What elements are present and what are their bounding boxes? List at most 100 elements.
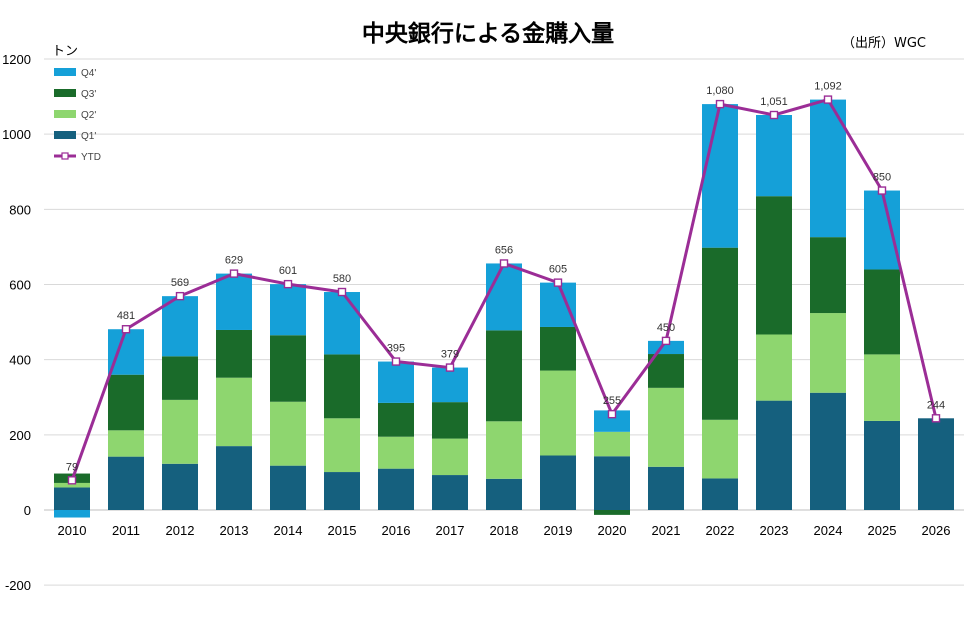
bar-q1-2012 — [162, 463, 198, 510]
bar-q4-2016 — [378, 361, 414, 403]
bar-q1-2013 — [216, 446, 252, 510]
chart-source: （出所）WGC — [842, 36, 926, 51]
bar-q1-2016 — [378, 468, 414, 510]
bar-q4-2013 — [216, 273, 252, 330]
x-tick-label: 2016 — [382, 523, 411, 538]
bar-q1-2015 — [324, 472, 360, 510]
legend-label: Q2' — [81, 110, 96, 121]
legend-swatch-q4 — [54, 68, 76, 76]
y-tick-label: 0 — [24, 503, 31, 518]
ytd-data-label: 629 — [225, 255, 243, 267]
ytd-point-2020 — [607, 409, 617, 419]
y-tick-label: 200 — [9, 428, 31, 443]
bar-q3-2025 — [864, 269, 900, 355]
ytd-data-label: 1,051 — [760, 96, 788, 108]
y-axis-ticks: -200 0 200 400 600 800 1000 1200 — [2, 52, 31, 593]
ytd-point-2016 — [391, 357, 401, 366]
x-axis-ticks: 2010 2011 2012 2013 2014 2015 2016 2017 2018 2019… — [58, 523, 951, 538]
legend-label: Q4' — [81, 68, 96, 79]
bar-q3-2019 — [540, 326, 576, 371]
legend-label: Q3' — [81, 89, 96, 100]
bar-q1-2025 — [864, 420, 900, 510]
legend-swatch-q3 — [54, 89, 76, 97]
bar-q2-2024 — [810, 313, 846, 393]
x-tick-label: 2026 — [922, 523, 951, 538]
bar-q2-2012 — [162, 399, 198, 464]
x-tick-label: 2021 — [652, 523, 681, 538]
bar-q4-2019 — [540, 282, 576, 327]
ytd-data-label: 1,080 — [706, 85, 734, 97]
x-tick-label: 2024 — [814, 523, 843, 538]
bar-q1-2010 — [54, 487, 90, 510]
legend-swatch-q2 — [54, 110, 76, 118]
ytd-point-2026 — [931, 414, 941, 423]
ytd-data-label: 1,092 — [814, 81, 842, 93]
ytd-point-2015 — [337, 287, 347, 297]
bar-q1-2018 — [486, 478, 522, 510]
data-label-layer: 79 481 569 629 601 580 395 379 656 605 255 450 1,080… — [66, 81, 945, 474]
ytd-point-2012 — [175, 291, 185, 301]
y-tick-label: 1000 — [2, 127, 31, 142]
bar-q4-2010 — [54, 510, 90, 518]
y-tick-label: 1200 — [2, 52, 31, 67]
x-tick-label: 2019 — [544, 523, 573, 538]
y-tick-label: -200 — [5, 578, 31, 593]
bar-q3-2020 — [594, 510, 630, 515]
ytd-line-layer — [67, 95, 941, 485]
bar-q2-2023 — [756, 334, 792, 401]
bar-q3-2022 — [702, 247, 738, 420]
y-tick-label: 400 — [9, 353, 31, 368]
bar-q2-2021 — [648, 387, 684, 467]
bar-q2-2010 — [54, 482, 90, 488]
ytd-point-2024 — [823, 95, 833, 104]
ytd-data-label: 569 — [171, 277, 189, 289]
bar-q1-2019 — [540, 455, 576, 510]
bar-q4-2017 — [432, 367, 468, 403]
y-tick-label: 600 — [9, 278, 31, 293]
bar-q2-2016 — [378, 436, 414, 469]
x-tick-label: 2011 — [112, 523, 140, 538]
bar-q4-2023 — [756, 114, 792, 197]
bar-q3-2011 — [108, 374, 144, 431]
ytd-data-label: 79 — [66, 461, 78, 473]
bar-q2-2011 — [108, 430, 144, 457]
ytd-data-label: 244 — [927, 399, 945, 411]
bar-q4-2014 — [270, 284, 306, 336]
bar-q4-2018 — [486, 263, 522, 331]
x-tick-label: 2013 — [220, 523, 249, 538]
legend-label: YTD — [81, 152, 101, 163]
x-tick-label: 2025 — [868, 523, 897, 538]
y-tick-label: 800 — [9, 202, 31, 217]
bar-q3-2018 — [486, 330, 522, 422]
ytd-point-2013 — [229, 269, 239, 278]
bar-q1-2020 — [594, 456, 630, 510]
legend-swatch-ytd-marker — [61, 152, 69, 160]
ytd-data-label: 656 — [495, 244, 513, 256]
ytd-point-2011 — [121, 325, 131, 334]
x-tick-label: 2018 — [490, 523, 519, 538]
bar-q3-2012 — [162, 356, 198, 400]
bar-q3-2024 — [810, 237, 846, 314]
ytd-point-2023 — [769, 110, 779, 120]
bar-q1-2014 — [270, 465, 306, 510]
bar-q4-2012 — [162, 296, 198, 357]
ytd-data-label: 481 — [117, 310, 135, 322]
bar-q3-2015 — [324, 354, 360, 419]
bar-q2-2013 — [216, 377, 252, 447]
ytd-data-label: 379 — [441, 349, 459, 361]
bar-q1-2026 — [918, 418, 954, 510]
ytd-data-label: 580 — [333, 273, 351, 285]
bar-q3-2016 — [378, 402, 414, 437]
legend-label: Q1' — [81, 131, 96, 142]
bar-q3-2023 — [756, 196, 792, 335]
x-tick-label: 2015 — [328, 523, 357, 538]
bar-q1-2022 — [702, 478, 738, 510]
ytd-data-label: 850 — [873, 172, 891, 184]
bar-q1-2021 — [648, 466, 684, 510]
x-tick-label: 2014 — [274, 523, 303, 538]
ytd-point-2014 — [283, 279, 293, 289]
bar-q4-2022 — [702, 104, 738, 248]
x-tick-label: 2012 — [166, 523, 195, 538]
bar-q2-2019 — [540, 370, 576, 456]
ytd-point-2021 — [661, 336, 671, 346]
